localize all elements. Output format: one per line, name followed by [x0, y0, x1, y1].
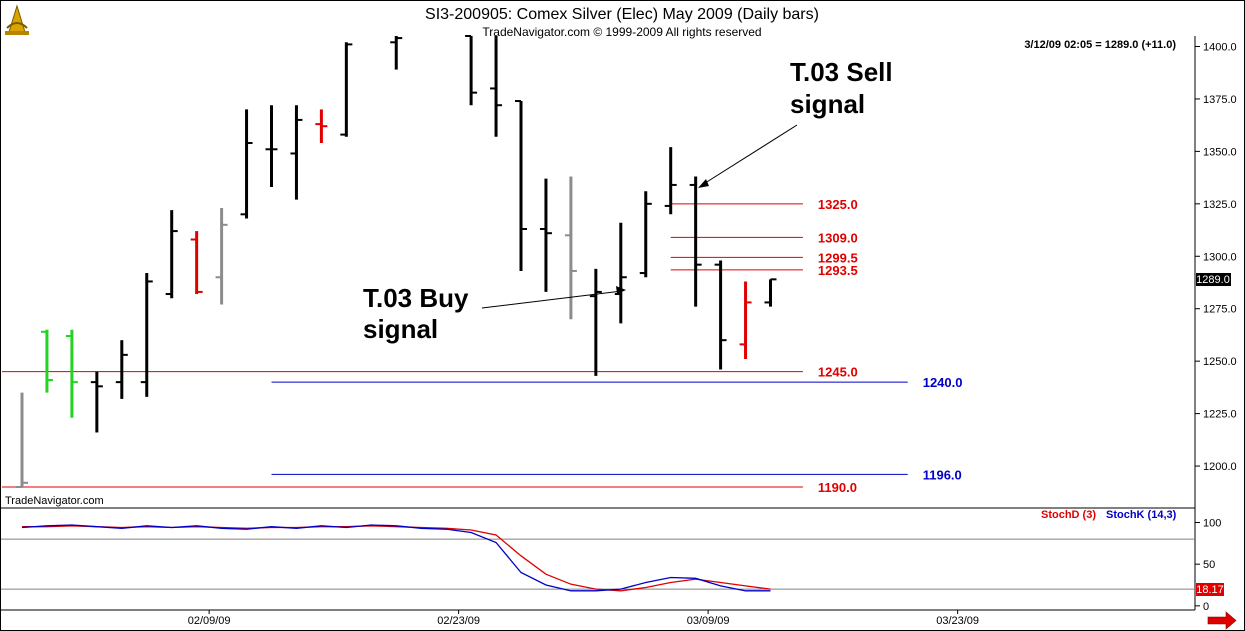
- ohlc-bar: [564, 176, 577, 320]
- copyright-text: TradeNavigator.com © 1999-2009 All right…: [482, 25, 761, 39]
- buy-signal-line1: T.03 Buy: [363, 283, 469, 313]
- chart-title: SI3-200905: Comex Silver (Elec) May 2009…: [425, 6, 819, 23]
- ohlc-bar: [689, 176, 702, 307]
- ohlc-bar: [390, 36, 403, 70]
- date-tick-label: 03/09/09: [687, 615, 730, 627]
- stoch-series-line: [22, 525, 771, 592]
- price-bars: [16, 35, 777, 489]
- ohlc-bar: [215, 208, 228, 305]
- sextant-icon: [5, 4, 29, 35]
- buy-signal-line2: signal: [363, 314, 438, 344]
- stoch-series-line: [21, 524, 771, 592]
- sell-arrow: [698, 124, 798, 188]
- readout-text: 3/12/09 02:05 = 1289.0 (+11.0): [1024, 39, 1176, 51]
- stoch-tag-bg: [1196, 583, 1224, 596]
- legend-stochk: StochK (14,3): [1106, 509, 1177, 521]
- price-tick-label: 1350.0: [1203, 146, 1237, 158]
- price-tag-bg: [1196, 273, 1231, 286]
- price-tick-label: 1300.0: [1203, 251, 1237, 263]
- ohlc-bar: [140, 273, 153, 397]
- price-tick-label: 1250.0: [1203, 356, 1237, 368]
- price-axis: 1200.0 1225.0 1250.0 1275.0 1300.0 1325.0 1350…: [1195, 41, 1237, 473]
- stoch-tick-label: 100: [1203, 518, 1221, 530]
- ohlc-bar: [165, 210, 178, 299]
- level-label: 1245.0: [818, 365, 858, 380]
- ohlc-bar: [16, 392, 28, 489]
- sell-signal-line2: signal: [790, 89, 865, 119]
- ohlc-bar: [465, 35, 478, 106]
- stoch-panel: 0 50 100: [1, 518, 1221, 613]
- price-tick-label: 1375.0: [1203, 94, 1237, 106]
- ohlc-bar: [240, 109, 253, 219]
- ohlc-bar: [589, 268, 602, 376]
- stoch-tag: 18.17: [1196, 584, 1224, 596]
- date-tick-label: 02/23/09: [437, 615, 480, 627]
- stoch-tick-label: 0: [1203, 601, 1209, 613]
- date-tick-label: 03/23/09: [936, 615, 979, 627]
- scroll-right-arrow-icon[interactable]: [1207, 611, 1237, 630]
- watermark-text: TradeNavigator.com: [5, 495, 104, 507]
- legend-stochd: StochD (3): [1041, 509, 1096, 521]
- level-label: 1190.0: [818, 480, 857, 495]
- ohlc-bar: [265, 105, 278, 188]
- price-tag: 1289.0: [1196, 274, 1230, 286]
- ohlc-bar: [315, 109, 328, 143]
- price-tick-label: 1400.0: [1203, 41, 1237, 53]
- sell-signal-line1: T.03 Sell: [790, 57, 893, 87]
- buy-arrow: [481, 286, 626, 309]
- level-label: 1240.0: [923, 375, 963, 390]
- ohlc-bar: [40, 329, 53, 393]
- level-label: 1309.0: [818, 230, 858, 245]
- level-label: 1196.0: [923, 467, 962, 482]
- level-label: 1293.5: [818, 263, 858, 278]
- ohlc-bar: [65, 329, 78, 418]
- date-axis: 02/09/09 02/23/09 03/09/09 03/23/09: [188, 610, 979, 627]
- ohlc-bar: [539, 178, 552, 292]
- ohlc-bar: [664, 147, 677, 215]
- ohlc-bar: [714, 260, 727, 370]
- price-tick-label: 1225.0: [1203, 409, 1237, 421]
- date-tick-label: 02/09/09: [188, 615, 231, 627]
- price-tick-label: 1275.0: [1203, 304, 1237, 316]
- ohlc-bar: [515, 100, 527, 271]
- ohlc-bar: [115, 340, 128, 399]
- ohlc-bar: [490, 36, 503, 137]
- level-label: 1325.0: [818, 197, 858, 212]
- ohlc-bar: [290, 105, 303, 200]
- ohlc-bar: [739, 281, 752, 360]
- price-tick-label: 1200.0: [1203, 461, 1237, 473]
- ohlc-bar: [190, 231, 203, 295]
- ohlc-bar: [639, 191, 652, 278]
- stoch-tick-label: 50: [1203, 559, 1215, 571]
- ohlc-bar: [764, 278, 777, 307]
- ohlc-bar: [340, 42, 353, 137]
- price-tick-label: 1325.0: [1203, 199, 1237, 211]
- ohlc-bar: [90, 371, 103, 433]
- ohlc-bar: [614, 222, 627, 324]
- level-label: 1299.5: [818, 250, 858, 265]
